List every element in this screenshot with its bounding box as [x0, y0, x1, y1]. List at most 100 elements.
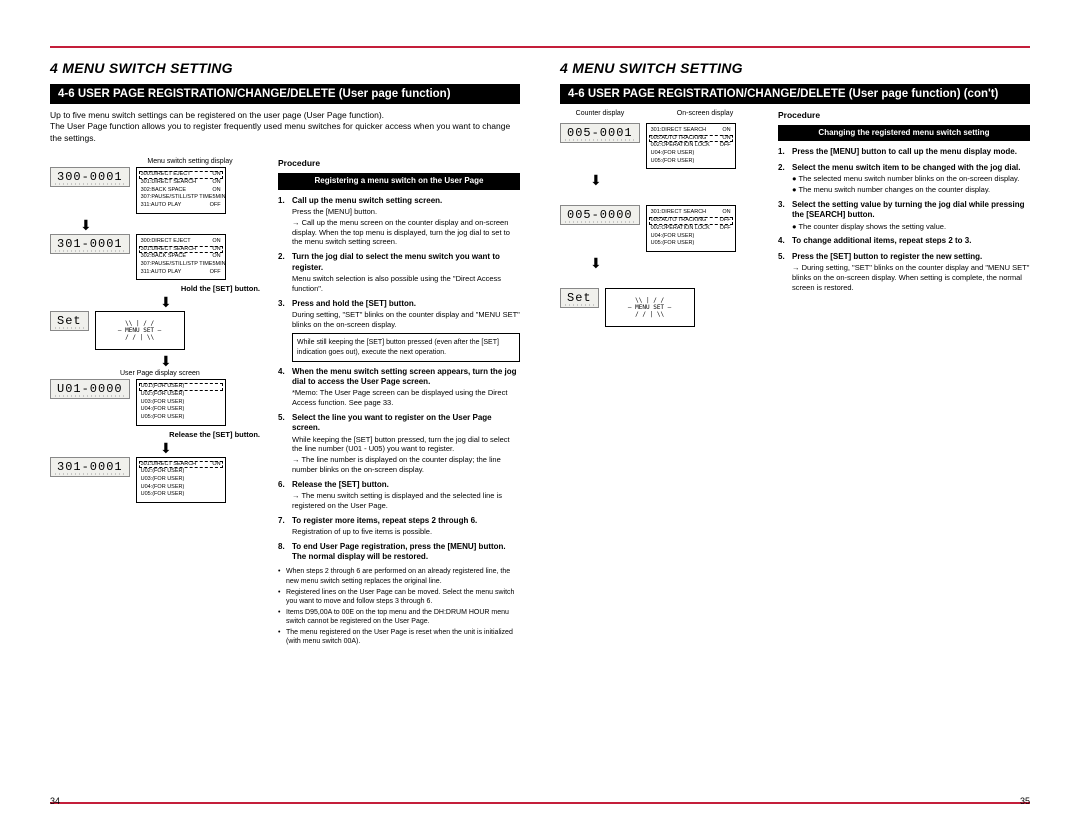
top-red-rule [50, 46, 1030, 48]
osd-row: 307:PAUSE/STILL/STP TIME5MIN [141, 261, 221, 269]
osd-row: 311:AUTO PLAYOFF [141, 202, 221, 210]
osd-row: 302:BACK SPACEON [141, 187, 221, 195]
osd-row: U04:(FOR USER) [651, 150, 731, 158]
tail-bullet: When steps 2 through 6 are performed on … [278, 567, 520, 585]
title-band-left: 4-6 USER PAGE REGISTRATION/CHANGE/DELETE… [50, 84, 520, 104]
osd-2: 300:DIRECT EJECTON301:DIRECT SEARCHON302… [136, 234, 226, 280]
bottom-red-rule [50, 802, 1030, 804]
procedure-step: Press the [SET] button to register the n… [778, 252, 1030, 293]
procedure-step: Select the line you want to register on … [278, 413, 520, 475]
tail-bullet: Items D95,00A to 00E on the top menu and… [278, 608, 520, 626]
osd-row: U04:(FOR USER) [141, 484, 221, 492]
osd-row: U04:(FOR USER) [651, 233, 731, 241]
osd-row: 002:OPERATION LOCKOFF [651, 225, 731, 233]
osd-row: U05:(FOR USER) [141, 491, 221, 499]
illustration-column: Menu switch setting display 300-0001 300… [50, 158, 260, 784]
osd-row: U05:(FOR USER) [141, 414, 221, 422]
arrow-down-icon: ⬇ [80, 218, 260, 232]
section-heading-left: 4 MENU SWITCH SETTING [50, 60, 520, 76]
lcd-300: 300-0001 [50, 167, 130, 187]
onscreen-display-label: On-screen display [660, 110, 750, 117]
section-heading-right: 4 MENU SWITCH SETTING [560, 60, 1030, 76]
osd-row: U04:(FOR USER) [141, 406, 221, 414]
procedure-step: Call up the menu switch setting screen.P… [278, 196, 520, 247]
procedure-step: Select the setting value by turning the … [778, 200, 1030, 232]
osd-row: 307:PAUSE/STILL/STP TIME5MIN [141, 194, 221, 202]
hold-set-caption: Hold the [SET] button. [50, 284, 260, 293]
procedure-step: To register more items, repeat steps 2 t… [278, 516, 520, 537]
osd-row: 301:DIRECT SEARCHON [651, 209, 731, 217]
osd-row: U03:(FOR USER) [141, 476, 221, 484]
tail-bullets: When steps 2 through 6 are performed on … [278, 567, 520, 646]
title-band-right: 4-6 USER PAGE REGISTRATION/CHANGE/DELETE… [560, 84, 1030, 104]
lcd-set: Set [50, 311, 89, 331]
menu-set-flash [95, 311, 185, 350]
arrow-down-icon: ⬇ [160, 295, 260, 309]
sub-band-change: Changing the registered menu switch sett… [778, 125, 1030, 141]
osd-4: U01:(FOR USER)U02:(FOR USER)U03:(FOR USE… [136, 379, 226, 425]
osd-row: 301:DIRECT SEARCHON [141, 179, 221, 187]
illustration-column-right: Counter display On-screen display 005-00… [560, 110, 760, 784]
osd-row: U05:(FOR USER) [651, 240, 731, 248]
osd-row: 005:AUTO TRACKINGOFF [651, 217, 731, 225]
procedure-step: Press the [MENU] button to call up the m… [778, 147, 1030, 157]
lcd-u01: U01-0000 [50, 379, 130, 399]
lcd-005-0: 005-0000 [560, 205, 640, 225]
menu-set-flash-r [605, 288, 695, 327]
counter-display-label: Counter display [560, 110, 640, 117]
steps-list-right: Press the [MENU] button to call up the m… [778, 147, 1030, 292]
steps-list-left: Call up the menu switch setting screen.P… [278, 196, 520, 563]
sub-band-register: Registering a menu switch on the User Pa… [278, 173, 520, 189]
osd-row: U02:(FOR USER) [141, 468, 221, 476]
arrow-down-icon: ⬇ [590, 173, 760, 187]
osd-row: U02:(FOR USER) [141, 391, 221, 399]
osd-row: U03:(FOR USER) [141, 399, 221, 407]
osd-row: 311:AUTO PLAYOFF [141, 269, 221, 277]
procedure-step: Press and hold the [SET] button.During s… [278, 299, 520, 362]
note-box: While still keeping the [SET] button pre… [292, 333, 520, 361]
procedure-step: Select the menu switch item to be change… [778, 163, 1030, 195]
procedure-step: To end User Page registration, press the… [278, 542, 520, 563]
tail-bullet: The menu registered on the User Page is … [278, 628, 520, 646]
release-set-caption: Release the [SET] button. [50, 430, 260, 439]
arrow-down-icon: ⬇ [160, 441, 260, 455]
user-page-label: User Page display screen [120, 370, 260, 377]
osd-row: 301:DIRECT SEARCHON [651, 127, 731, 135]
osd-r2: 301:DIRECT SEARCHON005:AUTO TRACKINGOFF0… [646, 205, 736, 251]
arrow-down-icon: ⬇ [590, 256, 760, 270]
page-container: 4 MENU SWITCH SETTING 4-6 USER PAGE REGI… [0, 0, 1080, 834]
page-number-34: 34 [50, 796, 60, 806]
two-col-right: Counter display On-screen display 005-00… [560, 110, 1030, 784]
procedure-step: Release the [SET] button.The menu switch… [278, 480, 520, 511]
page-number-35: 35 [1020, 796, 1030, 806]
osd-row: 002:OPERATION LOCKOFF [651, 142, 731, 150]
lcd-005-1: 005-0001 [560, 123, 640, 143]
procedure-step: When the menu switch setting screen appe… [278, 367, 520, 408]
intro-text: Up to five menu switch settings can be r… [50, 110, 520, 144]
procedure-step: Turn the jog dial to select the menu swi… [278, 252, 520, 293]
osd-row: 301:DIRECT SEARCHON [141, 246, 221, 254]
osd-row: U05:(FOR USER) [651, 158, 731, 166]
procedure-heading-r: Procedure [778, 110, 1030, 121]
procedure-column-right: Procedure Changing the registered menu s… [778, 110, 1030, 784]
page-left: 4 MENU SWITCH SETTING 4-6 USER PAGE REGI… [50, 60, 520, 784]
osd-row: 300:DIRECT EJECTON [141, 238, 221, 246]
menu-switch-label: Menu switch setting display [120, 158, 260, 165]
osd-row: 301:DIRECT SEARCHON [141, 461, 221, 469]
procedure-step: To change additional items, repeat steps… [778, 236, 1030, 246]
procedure-heading: Procedure [278, 158, 520, 169]
osd-row: 300:DIRECT EJECTON [141, 171, 221, 179]
osd-r1: 301:DIRECT SEARCHON005:AUTO TRACKINGON00… [646, 123, 736, 169]
tail-bullet: Registered lines on the User Page can be… [278, 588, 520, 606]
arrow-down-icon: ⬇ [160, 354, 260, 368]
lcd-301: 301-0001 [50, 234, 130, 254]
osd-row: 302:BACK SPACEON [141, 253, 221, 261]
osd-row: U01:(FOR USER) [141, 383, 221, 391]
lcd-set-r: Set [560, 288, 599, 308]
lcd-301b: 301-0001 [50, 457, 130, 477]
two-col-left: Menu switch setting display 300-0001 300… [50, 158, 520, 784]
osd-5: 301:DIRECT SEARCHONU02:(FOR USER)U03:(FO… [136, 457, 226, 503]
osd-row: 005:AUTO TRACKINGON [651, 135, 731, 143]
procedure-column-left: Procedure Registering a menu switch on t… [278, 158, 520, 784]
page-right: 4 MENU SWITCH SETTING 4-6 USER PAGE REGI… [560, 60, 1030, 784]
